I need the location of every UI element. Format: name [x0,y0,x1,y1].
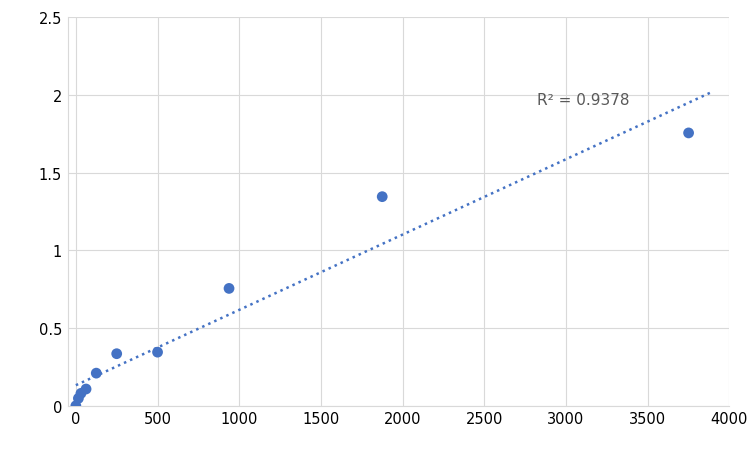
Point [683,130,695,137]
Point [75,390,87,397]
Point [376,193,388,201]
Point [90,370,102,377]
Point [152,349,164,356]
Point [111,350,123,358]
Point [80,386,92,393]
Point [70,402,82,410]
Text: R² = 0.9378: R² = 0.9378 [537,93,629,108]
Point [72,395,84,402]
Point [223,285,235,292]
